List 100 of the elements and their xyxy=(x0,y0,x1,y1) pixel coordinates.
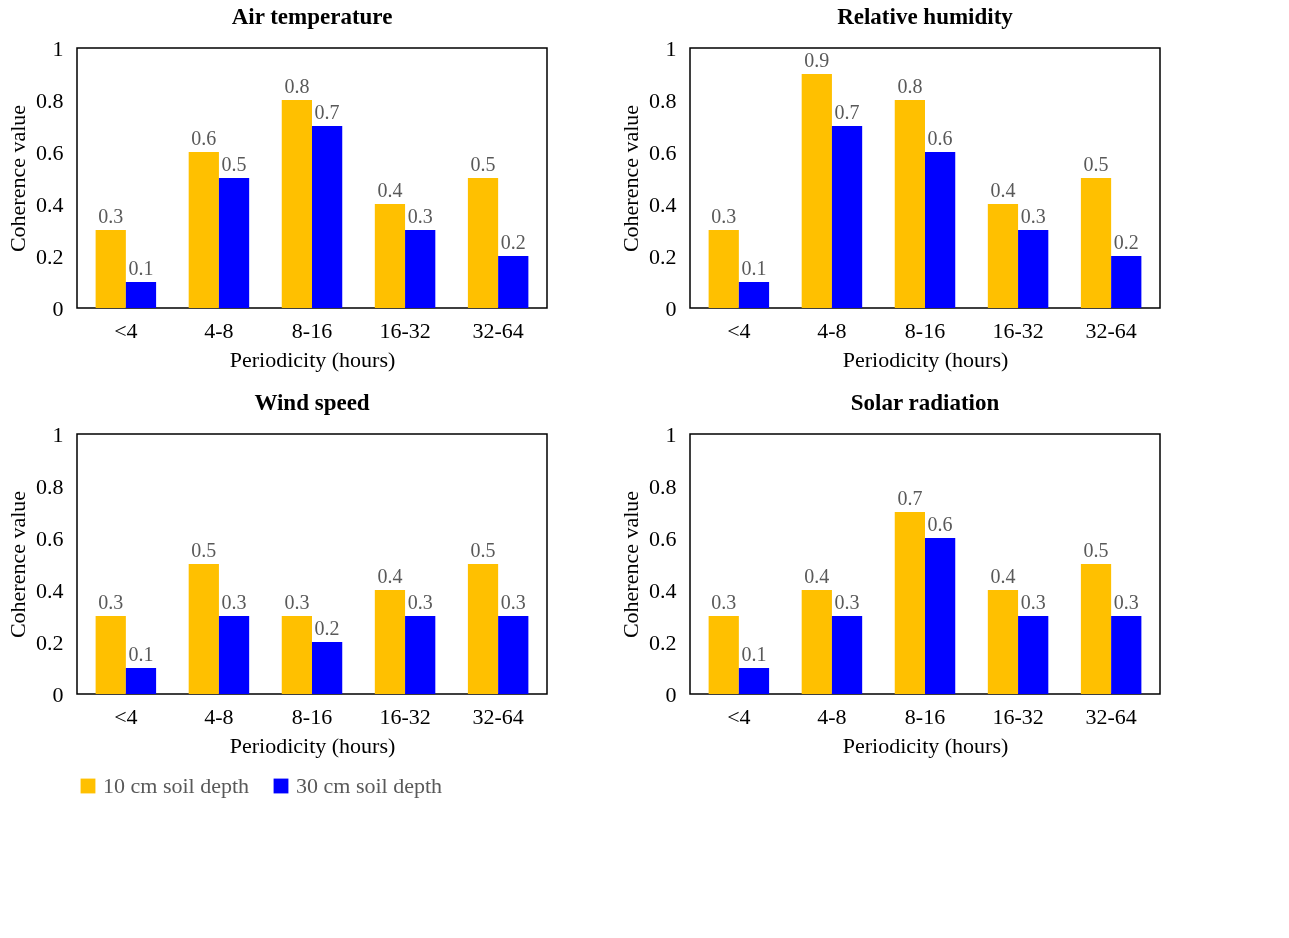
x-tick-label: 8-16 xyxy=(904,703,946,729)
chart-title: Wind speed xyxy=(254,390,370,415)
bar xyxy=(405,230,436,308)
bar xyxy=(95,230,126,308)
data-label: 0.3 xyxy=(500,591,526,613)
data-label: 0.8 xyxy=(284,75,310,97)
data-label: 0.5 xyxy=(1083,539,1109,561)
bar xyxy=(708,230,739,308)
data-label: 0.2 xyxy=(1113,231,1139,253)
bar xyxy=(801,590,832,694)
data-label: 0.4 xyxy=(990,565,1016,587)
data-label: 0.7 xyxy=(834,101,860,123)
data-label: 0.3 xyxy=(834,591,860,613)
data-label: 0.5 xyxy=(221,153,247,175)
y-tick-label: 1 xyxy=(665,421,677,447)
y-tick-label: 0 xyxy=(665,295,677,321)
data-label: 0.3 xyxy=(407,591,433,613)
y-axis-title: Coherence value xyxy=(5,104,30,253)
data-label: 0.6 xyxy=(191,127,217,149)
bar xyxy=(1080,178,1112,308)
data-label: 0.2 xyxy=(500,231,526,253)
y-tick-label: 0.8 xyxy=(36,473,64,499)
bar xyxy=(1111,616,1142,694)
y-tick-label: 0.6 xyxy=(649,139,677,165)
bar xyxy=(987,204,1019,308)
y-tick-label: 0.2 xyxy=(36,629,64,655)
y-tick-label: 0.2 xyxy=(649,629,677,655)
data-label: 0.3 xyxy=(407,205,433,227)
data-label: 0.5 xyxy=(191,539,217,561)
data-label: 0.3 xyxy=(711,591,737,613)
data-label: 0.1 xyxy=(128,643,154,665)
bar xyxy=(405,616,436,694)
bar xyxy=(738,668,770,694)
y-tick-label: 0 xyxy=(52,295,64,321)
y-tick-label: 0 xyxy=(665,681,677,707)
y-tick-label: 1 xyxy=(665,35,677,61)
bar xyxy=(987,590,1019,694)
y-axis-title: Coherence value xyxy=(5,490,30,639)
x-axis-title: Periodicity (hours) xyxy=(842,346,1009,372)
data-label: 0.2 xyxy=(314,617,340,639)
data-label: 0.5 xyxy=(470,539,496,561)
data-label: 0.3 xyxy=(711,205,737,227)
bar xyxy=(188,564,219,694)
bar xyxy=(801,74,832,308)
y-tick-label: 0.4 xyxy=(36,191,64,217)
data-label: 0.1 xyxy=(741,257,767,279)
data-label: 0.1 xyxy=(128,257,154,279)
x-tick-label: 16-32 xyxy=(992,317,1044,343)
bar xyxy=(498,256,529,308)
y-tick-label: 0.4 xyxy=(649,191,677,217)
x-tick-label: 8-16 xyxy=(291,317,333,343)
data-label: 0.6 xyxy=(927,513,953,535)
x-tick-label: 4-8 xyxy=(204,703,234,729)
chart-title: Solar radiation xyxy=(850,390,1000,415)
y-tick-label: 1 xyxy=(52,35,64,61)
x-tick-label: 32-64 xyxy=(1085,317,1137,343)
x-tick-label: <4 xyxy=(727,317,751,343)
bar xyxy=(925,538,956,694)
y-tick-label: 0.2 xyxy=(649,243,677,269)
x-tick-label: 4-8 xyxy=(817,703,847,729)
data-label: 0.5 xyxy=(470,153,496,175)
bar xyxy=(498,616,529,694)
x-tick-label: 32-64 xyxy=(472,317,524,343)
x-tick-label: 4-8 xyxy=(204,317,234,343)
data-label: 0.7 xyxy=(314,101,340,123)
x-tick-label: 32-64 xyxy=(1085,703,1137,729)
data-label: 0.1 xyxy=(741,643,767,665)
data-label: 0.4 xyxy=(990,179,1016,201)
data-label: 0.6 xyxy=(927,127,953,149)
chart-title: Relative humidity xyxy=(837,4,1014,29)
x-tick-label: 4-8 xyxy=(817,317,847,343)
data-label: 0.9 xyxy=(804,49,830,71)
x-tick-label: 8-16 xyxy=(291,703,333,729)
bar xyxy=(374,204,406,308)
bar xyxy=(894,512,925,694)
data-label: 0.5 xyxy=(1083,153,1109,175)
bar xyxy=(95,616,126,694)
x-tick-label: <4 xyxy=(114,703,138,729)
x-tick-label: 32-64 xyxy=(472,703,524,729)
bar xyxy=(1018,230,1049,308)
bar xyxy=(1111,256,1142,308)
chart-title: Air temperature xyxy=(231,4,393,29)
bar xyxy=(312,126,343,308)
bar xyxy=(188,152,219,308)
bar xyxy=(281,100,312,308)
x-tick-label: <4 xyxy=(114,317,138,343)
bar xyxy=(708,616,739,694)
y-axis-title: Coherence value xyxy=(618,490,643,639)
bar xyxy=(125,282,157,308)
data-label: 0.8 xyxy=(897,75,923,97)
bar xyxy=(831,126,863,308)
data-label: 0.4 xyxy=(377,565,403,587)
x-tick-label: 16-32 xyxy=(992,703,1044,729)
data-label: 0.7 xyxy=(897,487,923,509)
y-tick-label: 0.8 xyxy=(649,87,677,113)
bar xyxy=(894,100,925,308)
data-label: 0.3 xyxy=(1020,205,1046,227)
data-label: 0.4 xyxy=(377,179,403,201)
bar xyxy=(218,616,250,694)
data-label: 0.3 xyxy=(98,205,124,227)
